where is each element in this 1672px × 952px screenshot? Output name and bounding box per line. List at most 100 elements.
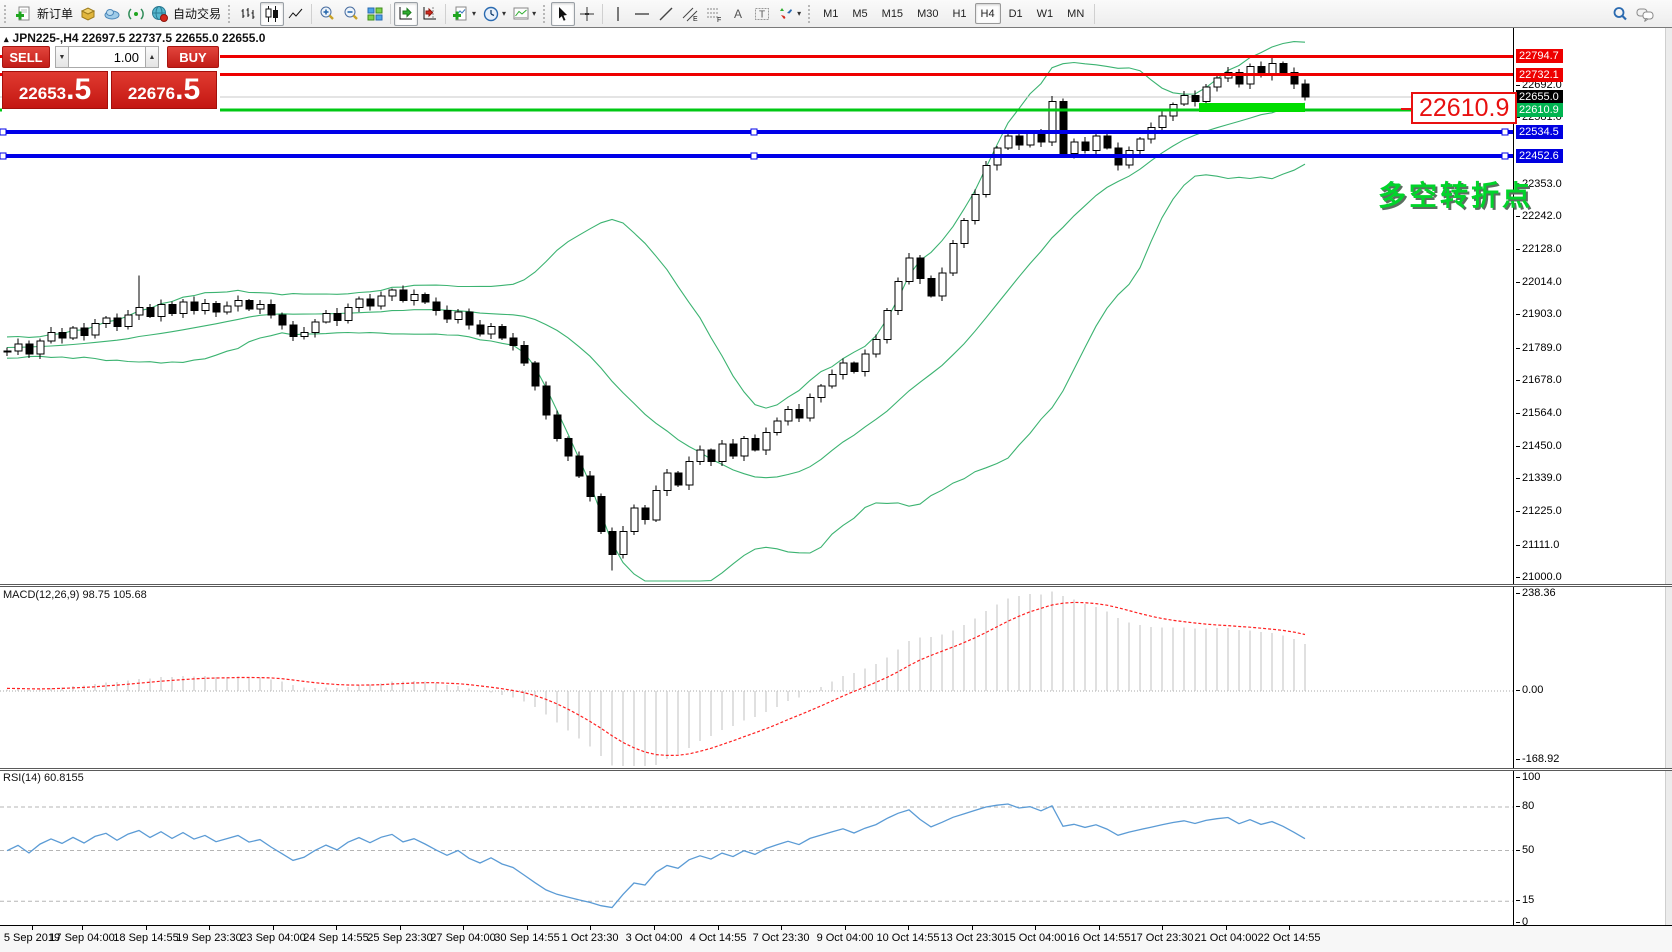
clock-icon: [483, 6, 499, 21]
main-toolbar: 新订单 自动交易: [0, 0, 1672, 28]
dropdown-caret-icon[interactable]: ▾: [502, 9, 507, 18]
crosshair-button[interactable]: [575, 2, 599, 26]
dropdown-caret-icon[interactable]: ▾: [797, 9, 802, 18]
channel-icon: E: [682, 7, 698, 23]
macd-histogram: [6, 591, 1306, 766]
svg-text:F: F: [717, 17, 721, 23]
line-chart-button[interactable]: [284, 2, 308, 26]
time-axis[interactable]: 5 Sep 2019 17 Sep 04:00 18 Sep 14:55 19 Sep…: [0, 925, 1672, 952]
candlestick-series[interactable]: [3, 55, 1310, 571]
dropdown-caret-icon[interactable]: ▾: [472, 9, 477, 18]
timeframe-mn[interactable]: MN: [1067, 7, 1085, 20]
pane-splitter-macd[interactable]: [0, 584, 1672, 587]
turning-point-note[interactable]: 多空转折点: [1378, 180, 1534, 211]
arrows-icon: [780, 7, 793, 19]
signals-button[interactable]: [124, 2, 148, 26]
time-axis-label: 18 Sep 14:55: [113, 932, 179, 944]
time-axis-label: 13 Oct 23:30: [940, 932, 1004, 944]
time-axis-label: 7 Oct 23:30: [752, 932, 810, 944]
vertical-line-icon: [617, 6, 619, 21]
collapse-panel-icon[interactable]: ▴: [4, 34, 9, 44]
cursor-button[interactable]: [551, 1, 576, 26]
timeframe-m5[interactable]: M5: [852, 7, 868, 20]
pane-splitter-rsi[interactable]: [0, 768, 1672, 771]
indicators-button[interactable]: ▾: [449, 2, 479, 26]
auto-trading-button[interactable]: 自动交易: [148, 2, 224, 26]
price-level-badge: 22610.9: [1516, 103, 1563, 117]
chat-button[interactable]: [1632, 2, 1658, 26]
horizontal-line-tool[interactable]: [630, 2, 654, 26]
horizontal-line-objects[interactable]: [0, 54, 1513, 160]
time-tick: [1162, 926, 1163, 930]
buy-price-display[interactable]: 22676 .5: [111, 71, 217, 109]
volume-increase-button[interactable]: ▲: [145, 46, 159, 68]
market-watch-button[interactable]: [76, 2, 100, 26]
macd-axis-label: 0.00: [1516, 684, 1543, 697]
candlestick-chart-button[interactable]: [260, 1, 285, 26]
templates-button[interactable]: ▾: [509, 2, 539, 26]
fibonacci-tool[interactable]: F: [702, 2, 726, 26]
periods-button[interactable]: ▾: [479, 2, 509, 26]
text-label-tool[interactable]: T: [750, 2, 774, 26]
trendline-tool[interactable]: [654, 2, 678, 26]
timeframe-w1[interactable]: W1: [1036, 7, 1054, 20]
arrows-tool[interactable]: ▾: [774, 2, 804, 26]
rsi-axis-label: 80: [1516, 800, 1534, 813]
time-tick: [972, 926, 973, 930]
auto-trading-globe-icon: [152, 5, 169, 22]
vertical-line-tool[interactable]: [606, 2, 630, 26]
one-click-trading-panel: SELL ▼ ▲ BUY 22653 .5 22676 .5: [2, 45, 220, 113]
rsi-axis-label: 100: [1516, 771, 1540, 784]
new-order-button[interactable]: 新订单: [12, 2, 76, 26]
data-window-button[interactable]: [100, 2, 124, 26]
equidistant-channel-tool[interactable]: E: [678, 2, 702, 26]
time-axis-label: 25 Sep 23:30: [367, 932, 433, 944]
bar-chart-button[interactable]: [236, 2, 260, 26]
chart-shift-button[interactable]: [418, 2, 442, 26]
price-level-badge: 22794.7: [1516, 49, 1563, 63]
toolbar-grip[interactable]: [228, 4, 233, 23]
rsi-axis-label: 15: [1516, 894, 1534, 907]
rsi-axis-label: 0: [1516, 916, 1528, 929]
timeframe-m30[interactable]: M30: [917, 7, 939, 20]
dropdown-caret-icon[interactable]: ▾: [532, 9, 537, 18]
search-button[interactable]: [1608, 2, 1632, 26]
time-tick: [32, 926, 33, 930]
toolbar-grip[interactable]: [808, 4, 813, 23]
text-tool[interactable]: A: [726, 2, 750, 26]
indicators-icon: [453, 6, 467, 20]
volume-input[interactable]: [69, 46, 145, 68]
window-scroll-strip[interactable]: [1665, 28, 1672, 952]
price-tick-label: 22692.0: [1516, 79, 1562, 92]
toolbar-grip[interactable]: [4, 4, 9, 23]
auto-scroll-button[interactable]: [394, 1, 419, 26]
search-icon: [1613, 6, 1627, 20]
rsi-label: RSI(14) 60.8155: [3, 772, 84, 784]
volume-decrease-button[interactable]: ▼: [55, 46, 69, 68]
time-axis-label: 10 Oct 14:55: [876, 932, 940, 944]
timeframe-m1[interactable]: M1: [823, 7, 839, 20]
macd-signal-line: [6, 601, 1306, 757]
timeframe-h1[interactable]: H1: [952, 7, 967, 20]
toolbar-grip[interactable]: [543, 4, 548, 23]
fibonacci-icon: F: [707, 8, 721, 23]
sell-price-display[interactable]: 22653 .5: [2, 71, 108, 109]
zoom-out-button[interactable]: [339, 2, 363, 26]
time-axis-label: 24 Sep 14:55: [303, 932, 369, 944]
tile-windows-button[interactable]: [363, 2, 387, 26]
zoom-in-button[interactable]: [315, 2, 339, 26]
time-tick: [527, 926, 528, 930]
timeframe-h4[interactable]: H4: [974, 3, 1001, 24]
time-tick: [781, 926, 782, 930]
timeframe-group: M1 M5 M15 M30 H1 H4 D1 W1 MN: [816, 3, 1091, 24]
sell-button[interactable]: SELL: [2, 46, 50, 68]
price-note-box[interactable]: 22610.9: [1411, 92, 1518, 124]
price-axis[interactable]: 22692.0 22581.0 22353.0 22242.0 22128.0 22014…: [1516, 0, 1666, 952]
support-highlight-rect[interactable]: [1199, 103, 1305, 112]
time-tick: [273, 926, 274, 930]
price-tick-label: 21564.0: [1516, 407, 1562, 420]
timeframe-d1[interactable]: D1: [1008, 7, 1023, 20]
timeframe-m15[interactable]: M15: [881, 7, 904, 20]
buy-button[interactable]: BUY: [167, 46, 219, 68]
